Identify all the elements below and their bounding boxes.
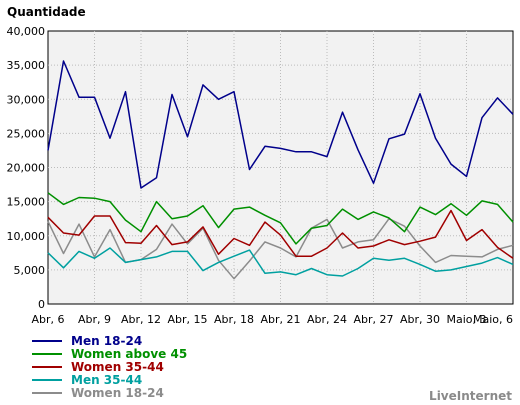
legend-label: Women above 45: [71, 347, 187, 361]
legend-label: Men 18-24: [71, 334, 142, 348]
x-tick-label: Abr, 21: [260, 313, 300, 326]
x-tick-label: Abr, 12: [121, 313, 161, 326]
legend-label: Women 18-24: [71, 386, 164, 400]
y-tick-label: 30,000: [7, 93, 46, 106]
y-tick-label: 20,000: [7, 162, 46, 175]
y-tick-label: 5,000: [14, 264, 46, 277]
x-tick-label: Abr, 27: [353, 313, 393, 326]
x-tick-label: Maio, 3: [446, 313, 486, 326]
y-tick-label: 35,000: [7, 59, 46, 72]
y-tick-label: 40,000: [7, 25, 46, 38]
legend-label: Women 35-44: [71, 360, 164, 374]
y-tick-label: 0: [38, 298, 45, 311]
x-tick-label: Abr, 15: [167, 313, 207, 326]
y-axis-title: Quantidade: [7, 5, 86, 19]
series-line-1: [47, 192, 514, 245]
series-line-3: [47, 247, 514, 277]
y-tick-labels: 0 5,000 10,000 15,000 20,000 25,000 30,000 35,0…: [7, 25, 46, 311]
x-tick-label: Abr, 24: [307, 313, 347, 326]
legend-label: Men 35-44: [71, 373, 142, 387]
x-tick-label: Abr, 9: [78, 313, 111, 326]
x-tick-label: Abr, 30: [400, 313, 440, 326]
y-tick-label: 25,000: [7, 127, 46, 140]
brand-logo: LiveInternet: [429, 389, 512, 403]
x-tick-label: Abr, 18: [214, 313, 254, 326]
y-tick-label: 15,000: [7, 196, 46, 209]
x-tick-label: Maio, 6: [473, 313, 513, 326]
series-line-0: [47, 60, 514, 189]
series-line-2: [47, 209, 514, 259]
y-tick-label: 10,000: [7, 230, 46, 243]
x-tick-label: Abr, 6: [31, 313, 64, 326]
series-lines: [47, 60, 514, 280]
x-tick-labels: Abr, 6 Abr, 9 Abr, 12 Abr, 15 Abr, 18 Abr, 21…: [31, 313, 513, 326]
